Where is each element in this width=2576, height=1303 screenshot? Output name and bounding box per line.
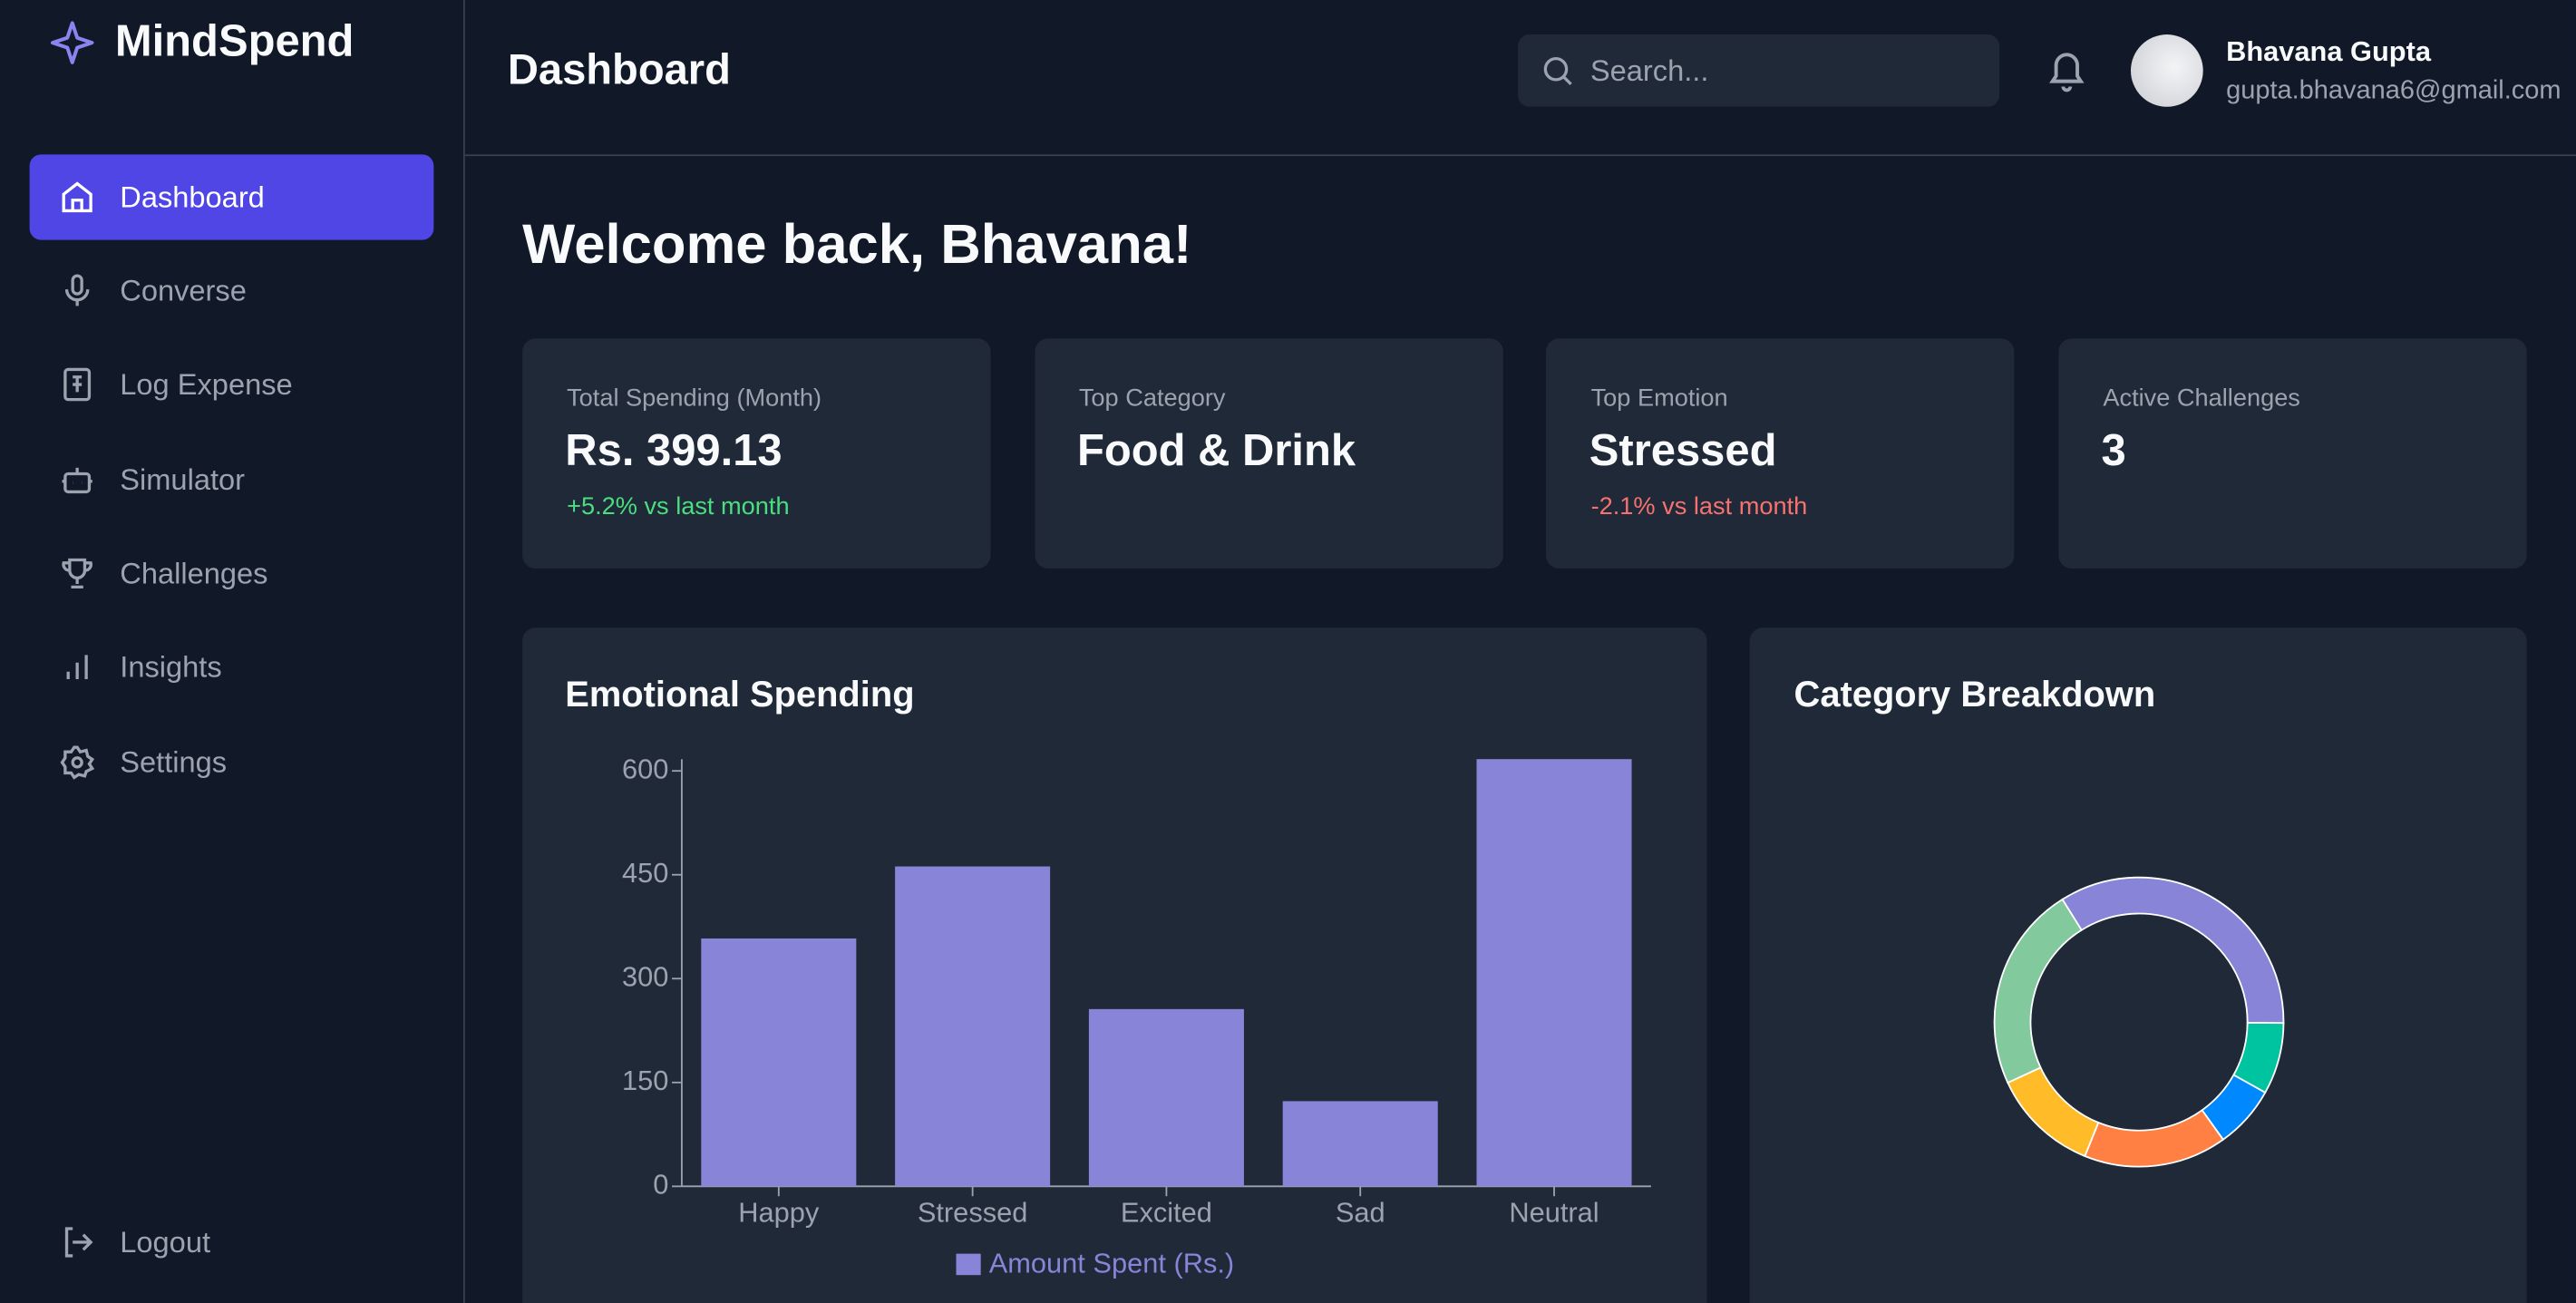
y-tick-label: 0 xyxy=(653,1168,668,1200)
logout[interactable]: Logout xyxy=(30,1200,434,1285)
welcome-heading: Welcome back, Bhavana! xyxy=(522,213,1192,277)
pie-slice xyxy=(2061,876,2285,1025)
nav-item[interactable]: Simulator xyxy=(30,437,434,522)
stat-label: Total Spending (Month) xyxy=(567,384,822,413)
nav-item[interactable]: Insights xyxy=(30,625,434,710)
bar xyxy=(895,866,1051,1187)
bar xyxy=(701,938,857,1187)
avatar[interactable] xyxy=(2130,34,2203,107)
bar-chart: Emotional Spending 0 150 300 450 600 Happy Str… xyxy=(565,675,1651,1279)
legend-swatch xyxy=(956,1253,981,1276)
x-tick-label: Stressed xyxy=(918,1196,1028,1228)
bar xyxy=(1476,759,1632,1187)
stat-label: Active Challenges xyxy=(2103,384,2300,413)
pie-slice xyxy=(2007,1066,2100,1158)
pie-slice xyxy=(1993,898,2083,1084)
search-box[interactable]: Search... xyxy=(1518,34,2000,107)
stat-value: Stressed xyxy=(1589,425,1777,475)
nav-label: Simulator xyxy=(120,462,246,496)
page-title: Dashboard xyxy=(507,44,731,94)
nav-label: Insights xyxy=(120,649,222,683)
nav-item[interactable]: Converse xyxy=(30,248,434,334)
stat-card: Active Challenges 3 xyxy=(2058,338,2527,569)
stat-card: Top Category Food & Drink xyxy=(1034,338,1503,569)
nav-item[interactable]: Dashboard xyxy=(29,154,434,240)
nav-item[interactable]: Settings xyxy=(30,720,434,805)
pie-chart: Category Breakdown xyxy=(1794,675,2285,1168)
pie-slice xyxy=(2084,1109,2225,1168)
stat-value: Food & Drink xyxy=(1077,425,1356,475)
x-tick-label: Neutral xyxy=(1509,1196,1599,1228)
bar xyxy=(1282,1101,1438,1187)
nav-label: Dashboard xyxy=(120,180,265,213)
stat-value: Rs. 399.13 xyxy=(565,425,783,475)
y-tick-label: 450 xyxy=(622,857,668,889)
x-tick-label: Happy xyxy=(738,1196,820,1228)
brand-icon xyxy=(50,21,94,64)
notification-icon[interactable] xyxy=(2046,48,2088,94)
x-tick-label: Excited xyxy=(1121,1196,1212,1228)
stat-card: Top Emotion Stressed -2.1% vs last month xyxy=(1546,338,2016,569)
stat-change: +5.2% vs last month xyxy=(567,492,790,521)
bar xyxy=(1088,1008,1244,1187)
stat-value: 3 xyxy=(2101,425,2126,475)
chart-title: Emotional Spending xyxy=(565,675,914,715)
user-name: Bhavana Gupta xyxy=(2226,35,2432,68)
stat-label: Top Emotion xyxy=(1590,384,1728,413)
brand: MindSpend xyxy=(114,16,355,66)
y-tick-label: 300 xyxy=(622,960,668,992)
y-tick-label: 600 xyxy=(622,753,668,784)
pie-chart-card xyxy=(1749,627,2527,1303)
nav-label: Settings xyxy=(120,744,228,779)
sidebar: MindSpend Dashboard Converse Log Expense… xyxy=(0,0,465,1303)
x-tick-label: Sad xyxy=(1336,1196,1385,1228)
user-email: gupta.bhavana6@gmail.com xyxy=(2226,77,2561,105)
nav-label: Log Expense xyxy=(120,367,293,401)
nav-item[interactable]: Challenges xyxy=(30,530,434,616)
stat-card: Total Spending (Month) Rs. 399.13 +5.2% vs… xyxy=(522,338,991,569)
stat-change: -2.1% vs last month xyxy=(1590,492,1808,521)
topbar: Dashboard Search... Bhavana Gupta gupta.… xyxy=(464,0,2576,157)
nav-label: Converse xyxy=(120,273,247,306)
stat-label: Top Category xyxy=(1078,384,1226,413)
search-icon xyxy=(1543,56,1572,86)
nav-item[interactable]: Log Expense xyxy=(30,342,434,427)
logout-label: Logout xyxy=(120,1224,211,1259)
chart-title: Category Breakdown xyxy=(1794,675,2156,715)
y-tick-label: 150 xyxy=(622,1065,668,1096)
nav-label: Challenges xyxy=(120,556,268,589)
search-placeholder: Search... xyxy=(1589,53,1709,88)
legend-label: Amount Spent (Rs.) xyxy=(989,1247,1234,1279)
